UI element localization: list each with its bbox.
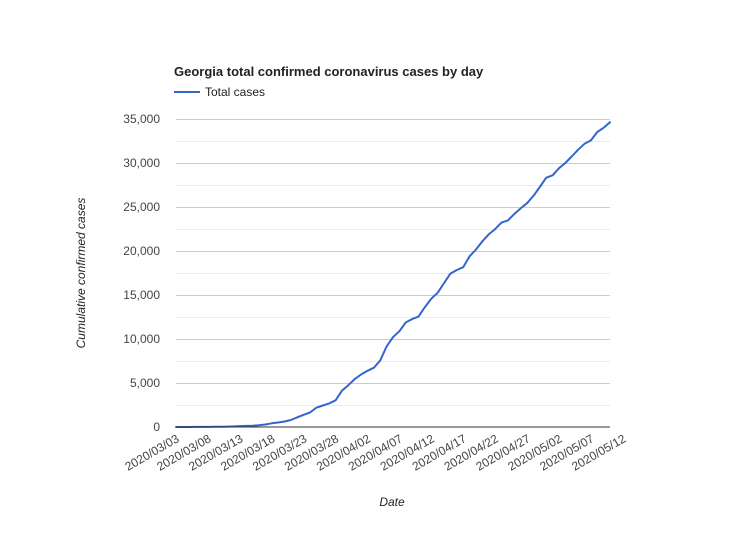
chart-title: Georgia total confirmed coronavirus case… [174,64,484,79]
x-axis-ticks: 2020/03/032020/03/082020/03/132020/03/18… [122,431,628,473]
y-tick-label: 0 [153,420,160,434]
y-tick-label: 15,000 [123,288,160,302]
y-axis-title: Cumulative confirmed cases [74,198,88,349]
y-tick-label: 30,000 [123,156,160,170]
legend-label: Total cases [205,85,265,99]
legend: Total cases [174,85,265,99]
y-tick-label: 35,000 [123,112,160,126]
y-tick-label: 5,000 [130,376,160,390]
y-tick-label: 10,000 [123,332,160,346]
series-line-total-cases [175,121,611,428]
y-tick-label: 25,000 [123,200,160,214]
gridlines [176,119,610,406]
x-axis-title: Date [379,495,405,509]
y-tick-label: 20,000 [123,244,160,258]
y-axis-ticks: 0 5,000 10,000 15,000 20,000 25,000 30,000 35,0… [123,112,160,434]
series-layer [175,121,611,428]
